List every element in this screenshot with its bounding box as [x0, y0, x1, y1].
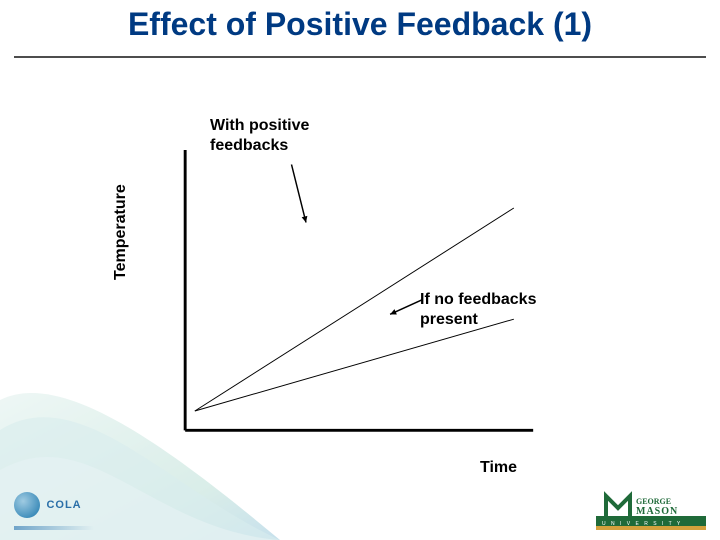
svg-text:MASON: MASON	[636, 506, 678, 517]
no-feedback-line	[195, 319, 514, 411]
y-axis-label: Temperature	[112, 184, 130, 280]
page-title: Effect of Positive Feedback (1)	[0, 6, 720, 43]
no-feedbacks-label: If no feedbacks present	[420, 290, 536, 330]
logo-underline	[14, 526, 94, 530]
cola-logo-text: COLA	[46, 499, 81, 511]
title-underline	[14, 56, 706, 58]
x-axis-label: Time	[480, 459, 517, 477]
george-mason-logo: GEORGE MASON U N I V E R S I T Y	[596, 486, 706, 530]
cola-logo: COLA	[14, 492, 94, 530]
svg-text:U N I V E R S I T Y: U N I V E R S I T Y	[602, 521, 682, 527]
globe-icon	[14, 492, 40, 518]
slide: Effect of Positive Feedback (1) Temperat…	[0, 0, 720, 540]
svg-text:GEORGE: GEORGE	[636, 497, 671, 506]
with-feedbacks-label: With positive feedbacks	[210, 116, 309, 156]
